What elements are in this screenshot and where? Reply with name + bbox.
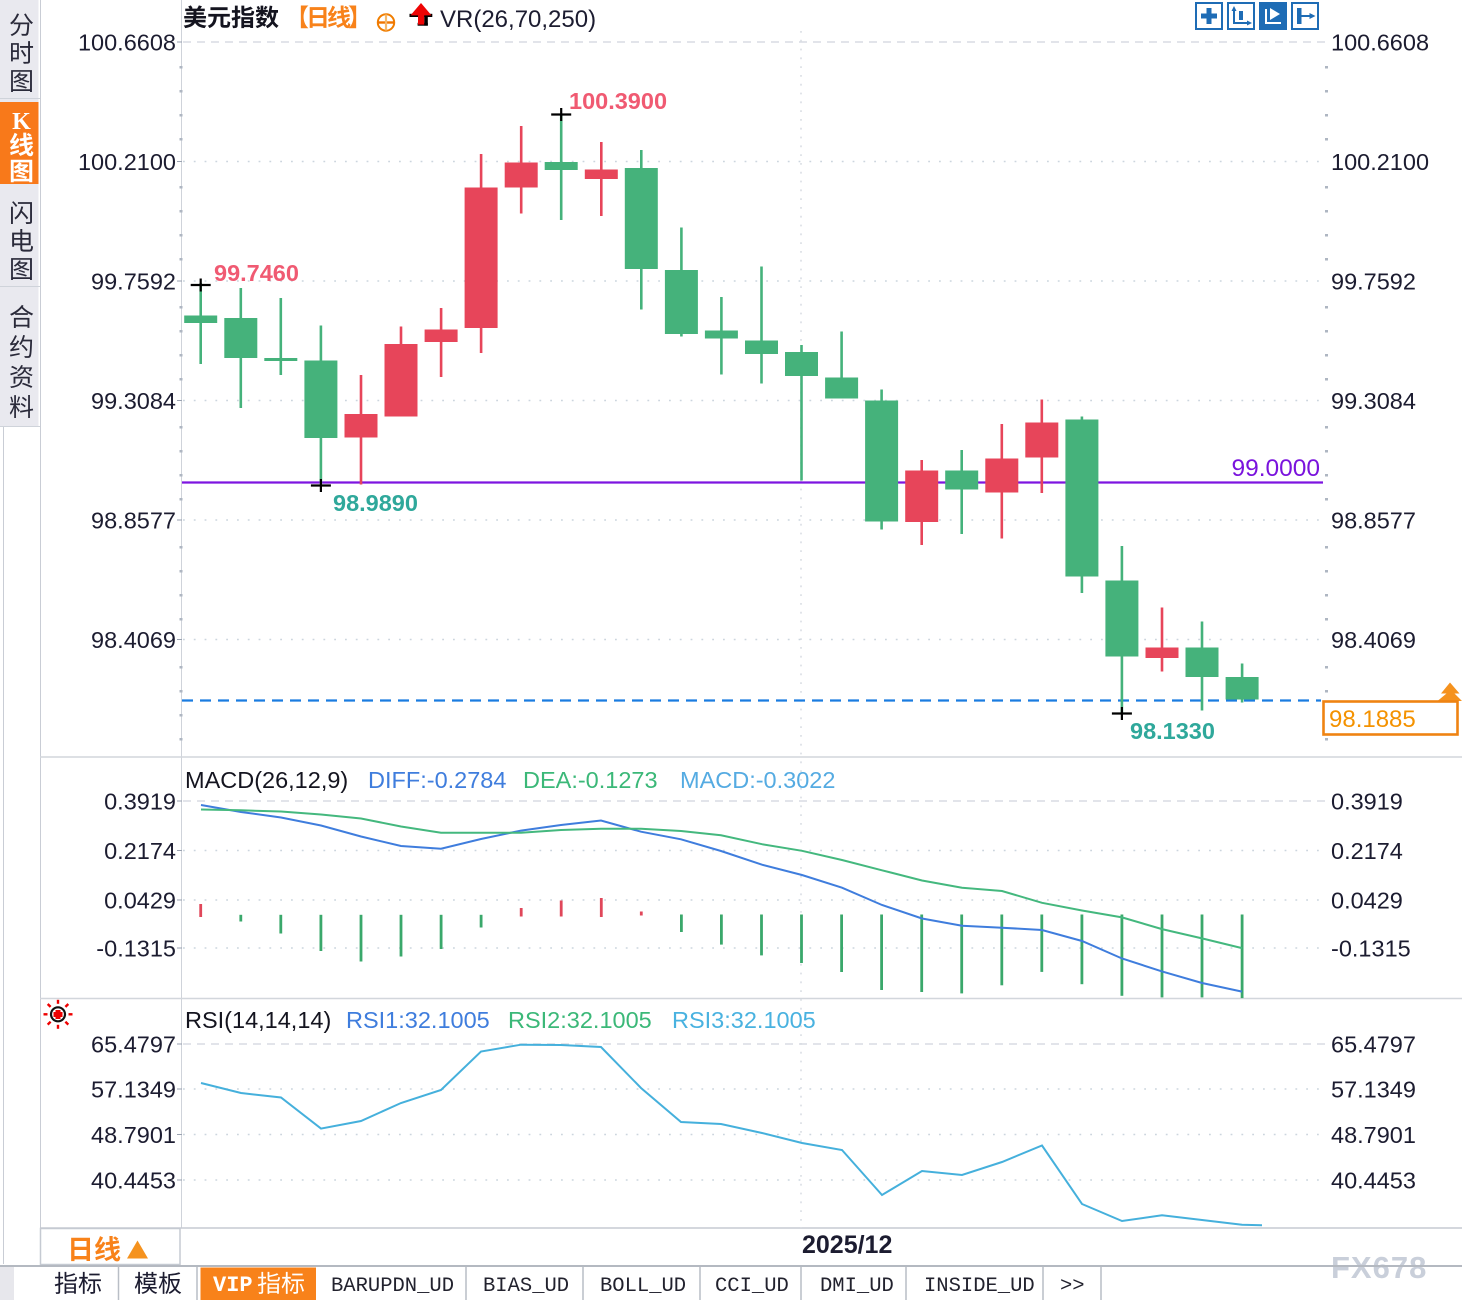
svg-text:0.3919: 0.3919 (1331, 789, 1403, 815)
svg-text:0.3919: 0.3919 (104, 789, 176, 815)
svg-text:99.7592: 99.7592 (1331, 269, 1416, 295)
svg-text:RSI3:32.1005: RSI3:32.1005 (672, 1007, 816, 1033)
svg-text:48.7901: 48.7901 (91, 1122, 176, 1148)
svg-text:BIAS_UD: BIAS_UD (483, 1275, 569, 1298)
svg-text:MACD:-0.3022: MACD:-0.3022 (680, 767, 835, 793)
svg-text:VIP: VIP (213, 1273, 253, 1298)
svg-text:DIFF:-0.2784: DIFF:-0.2784 (368, 767, 506, 793)
svg-text:0.2174: 0.2174 (1331, 838, 1403, 864)
svg-text:100.2100: 100.2100 (78, 149, 176, 175)
svg-text:98.8577: 98.8577 (91, 508, 176, 534)
svg-text:RSI1:32.1005: RSI1:32.1005 (346, 1007, 490, 1033)
svg-text:99.3084: 99.3084 (1331, 388, 1416, 414)
svg-text:98.1885: 98.1885 (1329, 706, 1416, 733)
svg-text:0.0429: 0.0429 (1331, 888, 1403, 914)
svg-text:40.4453: 40.4453 (1331, 1168, 1416, 1194)
svg-text:BARUPDN_UD: BARUPDN_UD (331, 1275, 454, 1298)
svg-text:RSI(14,14,14): RSI(14,14,14) (185, 1007, 331, 1033)
svg-text:98.8577: 98.8577 (1331, 508, 1416, 534)
svg-text:BOLL_UD: BOLL_UD (600, 1275, 686, 1298)
svg-text:VR(26,70,250): VR(26,70,250) (440, 6, 596, 33)
svg-text:99.7460: 99.7460 (214, 260, 299, 286)
svg-text:40.4453: 40.4453 (91, 1168, 176, 1194)
svg-text:65.4797: 65.4797 (1331, 1032, 1416, 1058)
svg-text:RSI2:32.1005: RSI2:32.1005 (508, 1007, 652, 1033)
svg-text:>>: >> (1060, 1275, 1085, 1298)
svg-text:99.7592: 99.7592 (91, 269, 176, 295)
svg-text:98.4069: 98.4069 (1331, 627, 1416, 653)
svg-text:65.4797: 65.4797 (91, 1032, 176, 1058)
svg-text:MACD(26,12,9): MACD(26,12,9) (185, 767, 348, 793)
svg-text:CCI_UD: CCI_UD (715, 1275, 789, 1298)
svg-text:0.0429: 0.0429 (104, 888, 176, 914)
svg-text:100.6608: 100.6608 (1331, 30, 1429, 56)
svg-text:DMI_UD: DMI_UD (820, 1275, 894, 1298)
svg-text:98.1330: 98.1330 (1130, 718, 1215, 744)
svg-text:57.1349: 57.1349 (1331, 1077, 1416, 1103)
svg-text:48.7901: 48.7901 (1331, 1122, 1416, 1148)
svg-text:K: K (12, 109, 31, 135)
svg-text:98.9890: 98.9890 (333, 490, 418, 516)
svg-text:-0.1315: -0.1315 (96, 936, 176, 962)
svg-text:2025/12: 2025/12 (802, 1231, 892, 1259)
svg-text:57.1349: 57.1349 (91, 1077, 176, 1103)
svg-text:100.3900: 100.3900 (569, 88, 667, 114)
svg-text:-0.1315: -0.1315 (1331, 936, 1411, 962)
svg-text:99.0000: 99.0000 (1231, 455, 1320, 482)
svg-text:DEA:-0.1273: DEA:-0.1273 (523, 767, 658, 793)
svg-text:98.4069: 98.4069 (91, 627, 176, 653)
svg-text:INSIDE_UD: INSIDE_UD (924, 1275, 1035, 1298)
svg-text:99.3084: 99.3084 (91, 388, 176, 414)
svg-text:0.2174: 0.2174 (104, 838, 176, 864)
svg-text:FX678: FX678 (1331, 1250, 1427, 1285)
svg-text:100.6608: 100.6608 (78, 30, 176, 56)
svg-text:100.2100: 100.2100 (1331, 149, 1429, 175)
